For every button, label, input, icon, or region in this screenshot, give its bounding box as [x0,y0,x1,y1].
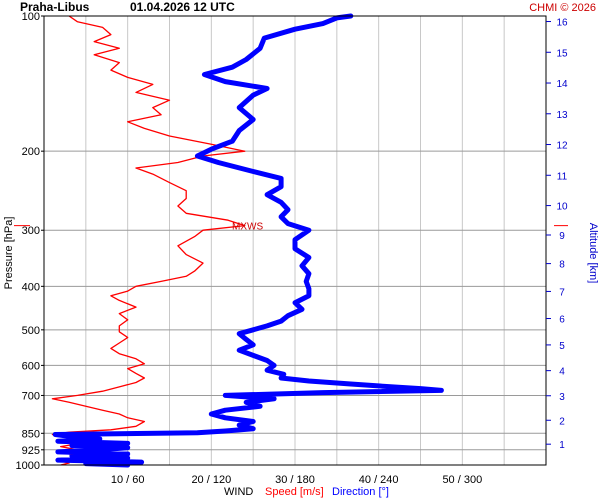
x-axis-title-direction: Direction [°] [332,486,389,498]
wind-tick-label: 30 / 180 [275,474,315,486]
pressure-tick-label: 500 [22,325,40,337]
wind-tick-label: 10 / 60 [111,474,145,486]
altitude-tick-label: 9 [559,231,565,242]
pressure-tick-label: 200 [22,146,40,158]
pressure-tick-label: 100 [22,11,40,23]
series-layer [51,13,444,468]
pressure-tick-label: 925 [22,445,40,457]
x-axis-title-wind: WIND [224,486,253,498]
credit-label: CHMI © 2026 [529,2,596,14]
pressure-tick-label: 1000 [16,460,40,472]
altitude-tick-label: 8 [559,260,565,271]
axes: 1002003004005006007008509251000123456789… [14,11,568,486]
pressure-tick-label: 300 [22,225,40,237]
x-axis-title-speed: Speed [m/s] [265,486,324,498]
pressure-tick-label: 600 [22,360,40,372]
altitude-tick-label: 15 [556,48,568,59]
altitude-tick-label: 14 [556,79,568,90]
altitude-tick-label: 1 [559,440,565,451]
chart-title-datetime: 01.04.2026 12 UTC [130,0,235,14]
wind-tick-label: 20 / 120 [191,474,231,486]
pressure-tick-label: 850 [22,428,40,440]
speed-series-line [51,15,246,466]
max-wind-label: MXWS [232,222,263,233]
grid [44,15,546,466]
y-axis-title-altitude: Altitude [km] [587,223,599,284]
altitude-tick-label: 4 [559,367,565,378]
direction-series-line [52,13,444,468]
pressure-tick-label: 700 [22,390,40,402]
altitude-tick-label: 7 [559,287,565,298]
wind-tick-label: 40 / 240 [359,474,399,486]
altitude-tick-label: 3 [559,392,565,403]
pressure-tick-label: 400 [22,281,40,293]
altitude-tick-label: 10 [556,202,568,213]
altitude-tick-label: 11 [557,171,568,182]
wind-tick-label: 50 / 300 [442,474,482,486]
altitude-tick-label: 6 [559,315,565,326]
altitude-tick-label: 16 [556,18,568,29]
altitude-tick-label: 13 [556,110,568,121]
y-axis-title-pressure: Pressure [hPa] [3,217,15,290]
altitude-tick-label: 5 [559,341,565,352]
chart-title-station: Praha-Libus [20,0,90,14]
plot-frame [43,15,547,466]
altitude-tick-label: 2 [559,416,565,427]
altitude-tick-label: 12 [556,141,568,152]
